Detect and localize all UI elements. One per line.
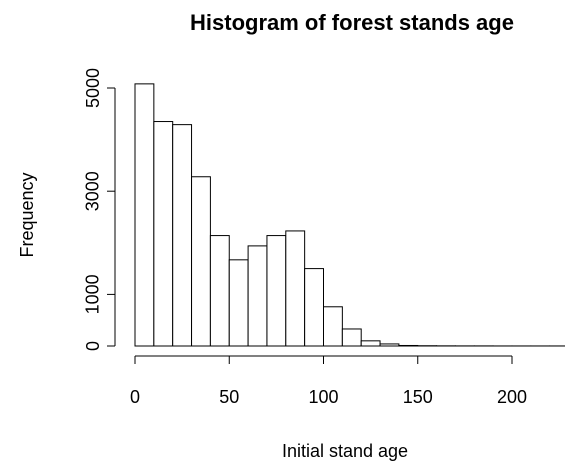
x-tick-label: 50 [219, 387, 239, 407]
bar [172, 124, 193, 347]
bar [209, 235, 230, 347]
bar [379, 343, 400, 347]
bar [153, 121, 174, 347]
x-tick-label: 100 [308, 387, 338, 407]
x-tick-label: 0 [130, 387, 140, 407]
bar [247, 245, 268, 347]
bar [191, 176, 211, 347]
bar [228, 259, 249, 347]
y-axis-label: Frequency [17, 172, 37, 257]
x-tick-label: 150 [403, 387, 433, 407]
bar [285, 230, 306, 347]
bar [266, 235, 287, 347]
y-tick-label: 1000 [83, 274, 103, 314]
bar [304, 268, 324, 347]
bar [134, 83, 155, 347]
x-tick-label: 200 [497, 387, 527, 407]
chart-title: Histogram of forest stands age [190, 10, 514, 35]
x-axis-label: Initial stand age [282, 441, 408, 461]
y-tick-label: 3000 [83, 171, 103, 211]
bar [341, 328, 362, 347]
bar [360, 340, 381, 347]
bar [398, 344, 419, 347]
y-tick-label: 0 [83, 341, 103, 351]
y-tick-label: 5000 [83, 68, 103, 108]
bar [323, 306, 343, 347]
